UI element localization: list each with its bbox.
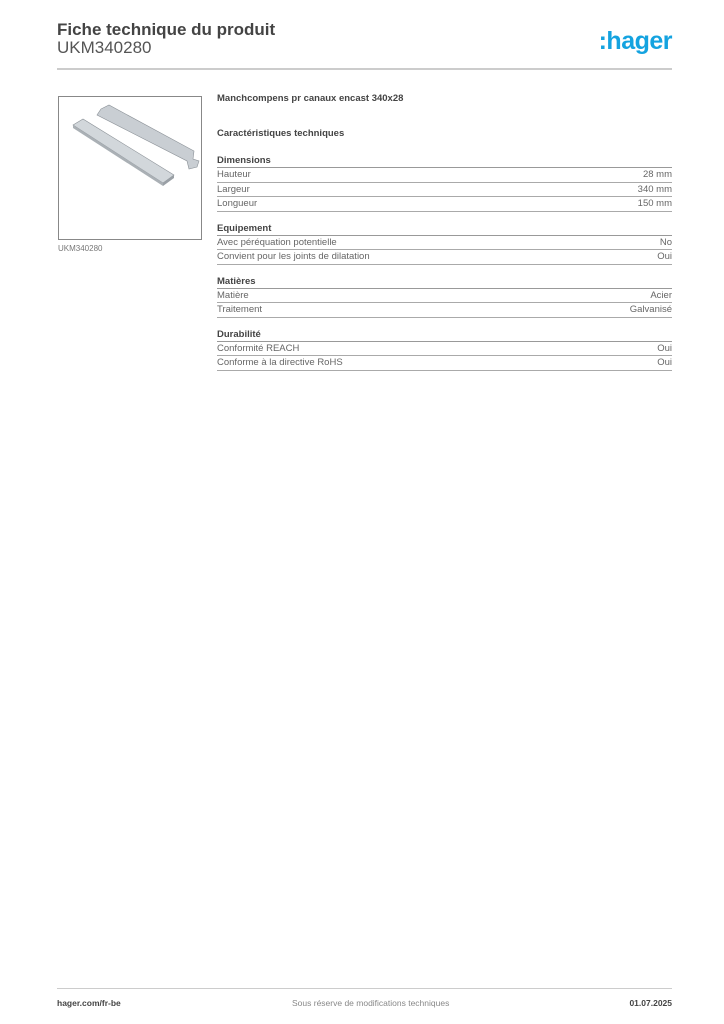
spec-row: Largeur 340 mm <box>217 183 672 197</box>
header-divider <box>57 68 672 70</box>
footer-website[interactable]: hager.com/fr-be <box>57 998 121 1008</box>
spec-value: Oui <box>657 342 672 354</box>
spec-section: Durabilité Conformité REACH Oui Conforme à … <box>217 328 672 371</box>
spec-row: Matière Acier <box>217 289 672 303</box>
spec-value: Galvanisé <box>629 304 672 315</box>
spec-row: Conforme à la directive RoHS Oui <box>217 356 672 371</box>
product-name: Manchcompens pr canaux encast 340x28 <box>217 93 404 104</box>
spec-label: Conforme à la directive RoHS <box>217 357 343 368</box>
spec-label: Longueur <box>217 198 258 209</box>
image-caption: UKM340280 <box>58 244 103 253</box>
spec-row: Longueur 150 mm <box>217 197 672 212</box>
footer-disclaimer: Sous réserve de modifications techniques <box>292 998 450 1008</box>
spec-label: Conformité REACH <box>217 342 300 354</box>
spec-row: Traitement Galvanisé <box>217 303 672 318</box>
spec-label: Convient pour les joints de dilatation <box>217 251 370 262</box>
footer-date: 01.07.2025 <box>629 998 672 1008</box>
spec-label: Largeur <box>217 183 250 195</box>
spec-row: Convient pour les joints de dilatation Ou… <box>217 250 672 265</box>
section-title: Dimensions <box>217 154 672 168</box>
page-title: Fiche technique du produit <box>57 20 276 39</box>
spec-content: Manchcompens pr canaux encast 340x28 Car… <box>217 93 672 371</box>
footer-divider <box>57 988 672 989</box>
spec-section: Dimensions Hauteur 28 mm Largeur 340 mm Longu… <box>217 154 672 212</box>
spec-label: Matière <box>217 289 249 301</box>
spec-label: Hauteur <box>217 169 251 180</box>
product-image <box>58 96 202 240</box>
spec-value: Oui <box>657 357 672 368</box>
section-title: Matières <box>217 275 672 289</box>
spec-row: Conformité REACH Oui <box>217 342 672 356</box>
spec-label: Traitement <box>217 304 263 315</box>
spec-value: No <box>659 236 672 248</box>
spec-value: 28 mm <box>642 169 672 180</box>
spec-value: 150 mm <box>637 198 672 209</box>
spec-row: Hauteur 28 mm <box>217 168 672 183</box>
spec-row: Avec péréquation potentielle No <box>217 236 672 250</box>
spec-section: Equipement Avec péréquation potentielle No… <box>217 222 672 265</box>
spec-label: Avec péréquation potentielle <box>217 236 337 248</box>
spec-section: Matières Matière Acier Traitement Galvanisé <box>217 275 672 318</box>
specs-title: Caractéristiques techniques <box>217 128 345 139</box>
product-code: UKM340280 <box>57 38 152 57</box>
hager-logo: :hager <box>598 27 673 55</box>
spec-value: Acier <box>650 289 672 301</box>
section-title: Equipement <box>217 222 672 236</box>
section-title: Durabilité <box>217 328 672 342</box>
spec-value: Oui <box>657 251 672 262</box>
spec-value: 340 mm <box>637 183 672 195</box>
